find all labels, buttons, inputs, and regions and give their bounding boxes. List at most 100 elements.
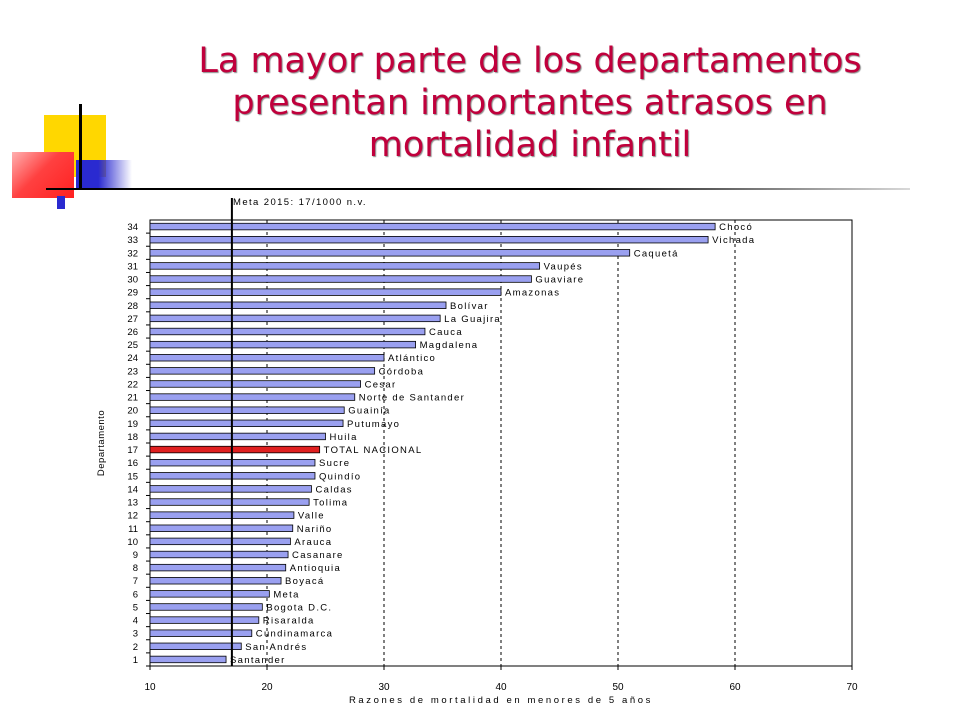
bar [149, 432, 326, 441]
x-tick-label: 20 [261, 682, 273, 693]
bar-label: Caldas [315, 484, 352, 495]
y-tick-label: 19 [127, 419, 138, 430]
deco-blue-square [76, 160, 132, 190]
x-tick-label: 30 [378, 682, 390, 693]
bar-label: Amazonas [505, 288, 560, 299]
y-tick-label: 20 [127, 406, 138, 417]
title-line-2: presentan importantes atrasos en [232, 83, 828, 123]
bar [149, 577, 282, 585]
y-tick-label: 9 [133, 550, 138, 561]
bar-label: Guaviare [535, 275, 584, 286]
bar-label: Vichada [712, 235, 755, 246]
y-tick-label: 34 [127, 222, 138, 233]
y-tick-label: 7 [133, 576, 138, 587]
bar [149, 380, 362, 388]
y-tick-label: 13 [127, 498, 138, 509]
y-tick-label: 6 [133, 589, 138, 600]
x-tick-label: 50 [612, 682, 624, 693]
bar-label: San Andrés [245, 642, 307, 653]
y-tick-label: 11 [128, 524, 138, 535]
y-tick-label: 18 [127, 432, 138, 443]
y-tick-label: 14 [127, 484, 138, 495]
bar [149, 511, 295, 519]
bar-label: Chocó [719, 222, 753, 233]
bar-label: Antioquia [290, 563, 341, 574]
deco-horizontal-line [46, 188, 910, 190]
bar [149, 314, 441, 323]
y-tick-label: 16 [127, 458, 138, 469]
bar [149, 563, 287, 572]
y-tick-label: 2 [133, 642, 138, 653]
bar [149, 354, 385, 362]
bar-label: Atlántico [388, 353, 436, 364]
bar [149, 327, 426, 336]
deco-small-blue-square [57, 196, 65, 209]
bar-label: Caquetá [634, 248, 679, 259]
bar-label: Córdoba [379, 366, 425, 377]
bar [149, 603, 263, 611]
bar-label: La Guajira [444, 314, 501, 325]
y-tick-label: 29 [127, 288, 138, 299]
y-tick-label: 27 [127, 314, 138, 325]
y-tick-label: 23 [127, 366, 138, 377]
bar [149, 629, 253, 637]
bar [149, 393, 356, 401]
bar [149, 419, 344, 428]
bar-label: Vaupés [544, 261, 583, 272]
bar [149, 655, 227, 664]
bar-label: Bolívar [450, 301, 489, 312]
bar [149, 340, 416, 349]
bar-label: Boyacá [285, 576, 325, 587]
x-tick-label: 60 [729, 682, 741, 693]
bar [149, 550, 289, 559]
bar-label: Cesar [365, 379, 397, 390]
bar-label: Putumayo [347, 419, 400, 430]
y-tick-label: 33 [127, 235, 138, 246]
y-axis-title: Departamento [96, 410, 107, 476]
bar-label: Guainía [348, 406, 390, 417]
bar [149, 235, 709, 244]
bar-label: Valle [298, 511, 325, 522]
title-line-1: La mayor parte de los departamentos [198, 41, 862, 81]
bar-label: TOTAL NACIONAL [324, 445, 423, 456]
bar [149, 406, 345, 414]
y-tick-label: 30 [127, 275, 138, 286]
bars-group [149, 222, 716, 664]
x-axis-title: Razones de mortalidad en menores de 5 añ… [349, 695, 653, 706]
bar-label: Norte de Santander [359, 393, 465, 404]
bar-label: Meta [273, 589, 299, 600]
bar [149, 590, 270, 598]
y-tick-label: 1 [133, 655, 138, 666]
bar-label: Magdalena [420, 340, 479, 351]
y-tick-label: 10 [127, 537, 138, 548]
bar-label: Cauca [429, 327, 463, 338]
bar [149, 367, 376, 375]
y-tick-label: 17 [127, 445, 138, 456]
bar-label: Cundinamarca [256, 629, 333, 640]
meta-annotation: Meta 2015: 17/1000 n.v. [233, 197, 367, 208]
y-tick-label: 31 [127, 261, 138, 272]
x-tick-label: 40 [495, 682, 507, 693]
slide-title: La mayor parte de los departamentos pres… [150, 40, 910, 166]
y-tick-label: 25 [127, 340, 138, 351]
y-tick-label: 22 [127, 379, 138, 390]
bar-labels-group: Santander San Andrés Cundinamarca Risaralda… [230, 222, 755, 666]
x-tick-labels: 10 20 30 40 50 60 70 [144, 682, 858, 693]
bar [149, 301, 447, 309]
bar-label: Quindío [319, 471, 361, 482]
y-tick-label: 3 [133, 629, 138, 640]
bar-label: Santander [230, 655, 286, 666]
bar [149, 262, 541, 270]
bar [149, 288, 502, 296]
title-line-3: mortalidad infantil [368, 125, 692, 165]
y-tick-label: 28 [127, 301, 138, 312]
bar [149, 537, 291, 546]
bar [149, 524, 294, 532]
deco-red-square [12, 152, 74, 198]
bar [149, 249, 631, 257]
bar [149, 275, 532, 283]
bar [149, 485, 312, 493]
bar [149, 498, 310, 506]
bar [149, 616, 260, 624]
